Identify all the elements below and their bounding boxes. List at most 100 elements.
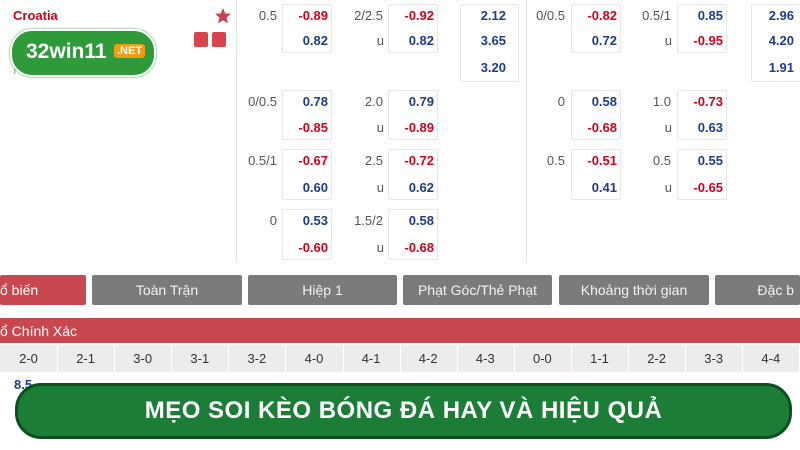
odds-cell — [677, 90, 727, 140]
total-line: 2.5 — [364, 153, 383, 168]
logo-suffix: .NET — [114, 44, 146, 58]
handicap-line: 0.5 — [258, 8, 277, 23]
handicap-line: 0.5/1 — [248, 153, 277, 168]
icon — [212, 32, 226, 47]
under-label: u — [664, 120, 672, 135]
handicap-line: 0/0.5 — [248, 94, 277, 109]
odds-cell — [571, 90, 621, 140]
odds-value: 0.85 — [697, 8, 723, 23]
odds-value: -0.51 — [587, 153, 617, 168]
total-line: 0.5/1 — [642, 8, 671, 23]
odds-value: 0.41 — [591, 180, 617, 195]
handicap-line: 0 — [269, 213, 277, 228]
under-label: u — [376, 120, 384, 135]
odds-value: 0.72 — [591, 33, 617, 48]
handicap-line: 0 — [557, 94, 565, 109]
score-label: 4-3 — [457, 345, 515, 372]
handicap-line: 0.5 — [546, 153, 565, 168]
tab: Phạt Góc/Thẻ Phạt — [403, 275, 552, 305]
tab: ổ biến — [0, 275, 86, 305]
odds-value: -0.73 — [693, 94, 723, 109]
odds-value: 0.82 — [408, 33, 434, 48]
odds-value: 0.82 — [302, 33, 328, 48]
odds-value: 0.62 — [408, 180, 434, 195]
odds-value: 3.20 — [480, 60, 506, 75]
star-icon — [215, 8, 231, 24]
handicap-line: 0/0.5 — [536, 8, 565, 23]
under-label: u — [664, 33, 672, 48]
score-label: 4-0 — [286, 345, 344, 372]
odds-value: -0.60 — [298, 240, 328, 255]
score-label: 0-0 — [514, 345, 572, 372]
total-line: 0.5 — [652, 153, 671, 168]
odds-value: -0.67 — [298, 153, 328, 168]
section-title: ổ Chính Xác — [0, 323, 78, 339]
odds-value: -0.92 — [404, 8, 434, 23]
under-label: u — [376, 240, 384, 255]
odds-value: 0.58 — [408, 213, 434, 228]
divider — [236, 0, 237, 262]
odds-cell — [388, 149, 438, 200]
odds-value: 0.53 — [302, 213, 328, 228]
score-label: 4-1 — [343, 345, 401, 372]
team-name: Croatia — [13, 8, 58, 23]
divider — [526, 0, 527, 262]
logo-text: 32win11 — [26, 40, 107, 63]
odds-cell — [282, 4, 332, 53]
odds-cell — [460, 4, 519, 82]
icon — [194, 32, 208, 47]
total-line: 1.5/2 — [354, 213, 383, 228]
odds-cell — [388, 4, 438, 53]
odds-value: 0.55 — [697, 153, 723, 168]
odds-value: -0.68 — [587, 120, 617, 135]
odds-cell — [282, 90, 332, 140]
odds-value: 4.20 — [768, 33, 794, 48]
score-label: 2-1 — [57, 345, 116, 372]
odds-cell — [677, 149, 727, 200]
odds-cell — [282, 149, 332, 200]
odds-value: -0.65 — [693, 180, 723, 195]
odds-cell — [388, 90, 438, 140]
odds-value: 2.12 — [480, 8, 506, 23]
odds-cell — [282, 209, 332, 260]
odds-cell — [677, 4, 727, 53]
total-line: 2.0 — [364, 94, 383, 109]
odds-value: 0.79 — [408, 94, 434, 109]
score-label: 3-1 — [171, 345, 230, 372]
score-label: 3-3 — [685, 345, 744, 372]
tab: Hiệp 1 — [248, 275, 397, 305]
score-label: 1-1 — [571, 345, 629, 372]
odds-cell — [571, 4, 621, 53]
score-label: 4-4 — [742, 345, 800, 372]
odds-cell — [571, 149, 621, 200]
odds-value: -0.89 — [404, 120, 434, 135]
odds-value: 0.78 — [302, 94, 328, 109]
section-bar: ổ Chính Xác — [0, 318, 800, 343]
under-label: u — [376, 180, 384, 195]
odds-value: 2.96 — [768, 8, 794, 23]
odds-cell — [751, 4, 800, 82]
logo: 32win11 .NET — [10, 29, 156, 77]
odds-value: -0.68 — [404, 240, 434, 255]
odds-value: 0.58 — [591, 94, 617, 109]
under-label: u — [664, 180, 672, 195]
odds-value: -0.85 — [298, 120, 328, 135]
banner: MẸO SOI KÈO BÓNG ĐÁ HAY VÀ HIỆU QUẢ — [15, 383, 792, 439]
tab: Khoảng thời gian — [559, 275, 709, 305]
odds-value: -0.89 — [298, 8, 328, 23]
odds-value: 1.91 — [768, 60, 794, 75]
odds-value: 3.65 — [480, 33, 506, 48]
tab: Đặc b — [715, 275, 800, 305]
score-label: 4-2 — [400, 345, 458, 372]
score-label: 3-2 — [228, 345, 287, 372]
tab: Toàn Trận — [92, 275, 242, 305]
odds-value: -0.95 — [693, 33, 723, 48]
total-line: 1.0 — [652, 94, 671, 109]
odds-value: 0.60 — [302, 180, 328, 195]
odds-value: -0.72 — [404, 153, 434, 168]
score-label: 2-2 — [628, 345, 687, 372]
score-label: 2-0 — [0, 345, 58, 372]
score-label: 3-0 — [114, 345, 173, 372]
odds-cell — [388, 209, 438, 260]
